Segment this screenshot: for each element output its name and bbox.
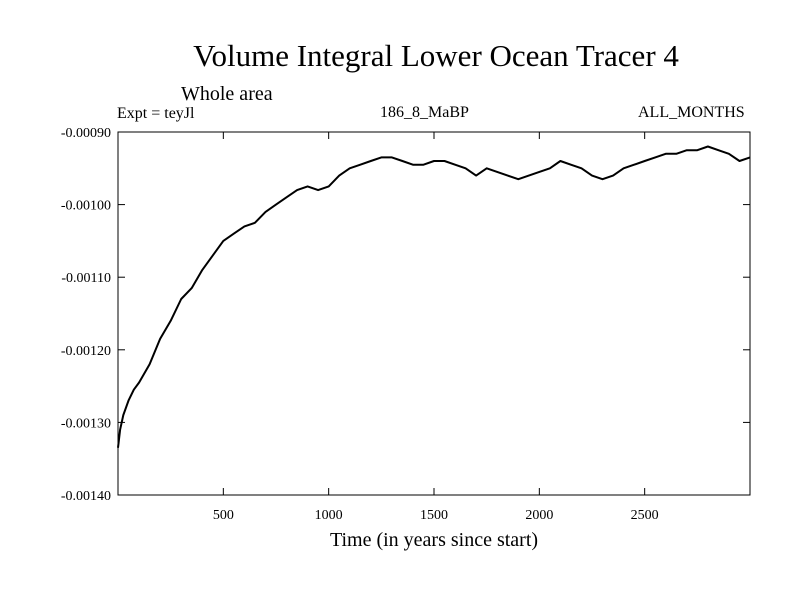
x-tick-label: 1500 — [420, 508, 448, 523]
y-tick-label: -0.00120 — [61, 344, 111, 359]
x-tick-label: 500 — [213, 508, 234, 523]
y-tick-label: -0.00110 — [61, 271, 111, 286]
x-tick-label: 1000 — [315, 508, 343, 523]
chart-title: Volume Integral Lower Ocean Tracer 4 — [193, 38, 679, 73]
y-tick-label: -0.00090 — [61, 126, 111, 141]
x-tick-label: 2500 — [631, 508, 659, 523]
experiment-label: Expt = teyJl — [117, 105, 195, 122]
y-tick-label: -0.00140 — [61, 489, 111, 504]
x-axis-label: Time (in years since start) — [329, 529, 539, 551]
axis-tick-labels: 500 1000 1500 2000 2500 -0.00090 -0.00100 -0.00… — [61, 126, 659, 523]
axis-ticks — [118, 131, 750, 496]
y-tick-label: -0.00130 — [61, 416, 111, 431]
series-line — [117, 145, 751, 448]
x-tick-label: 2000 — [525, 508, 553, 523]
plot-frame — [117, 131, 751, 496]
series-group — [117, 145, 751, 448]
months-label: ALL_MONTHS — [638, 104, 745, 121]
period-label: 186_8_MaBP — [380, 104, 469, 121]
chart-subtitle: Whole area — [181, 83, 273, 105]
y-tick-label: -0.00100 — [61, 199, 111, 214]
